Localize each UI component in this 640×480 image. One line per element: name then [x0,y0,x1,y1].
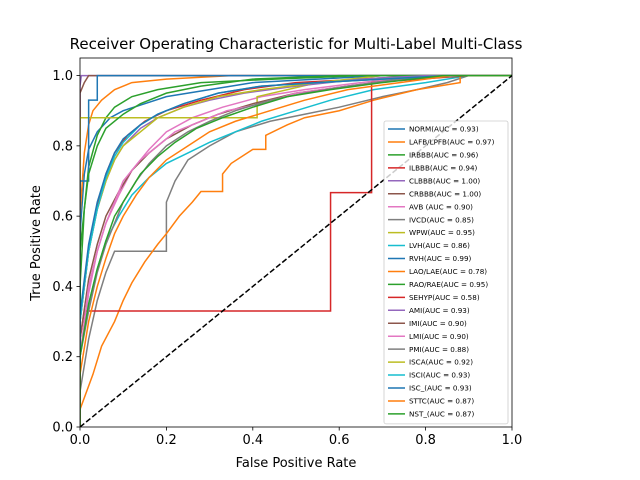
legend-entry-label: LMI(AUC = 0.90) [409,332,469,341]
roc-curve-23 [80,74,512,427]
legend-entry-label: IRBBB(AUC = 0.96) [409,151,479,160]
legend: NORM(AUC = 0.93) LAFB/LPFB(AUC = 0.97) IRB… [383,120,509,425]
x-tick-label: 0.0 [70,433,91,448]
legend-entry-label: ISCA(AUC = 0.92) [409,358,473,367]
roc-curve-13 [80,74,512,427]
y-tick-label: 0.8 [52,139,73,154]
legend-entry-label: LAFB/LPFB(AUC = 0.97) [409,138,495,147]
chart-title: Receiver Operating Characteristic for Mu… [70,35,523,53]
legend-entry-label: AMI(AUC = 0.93) [409,306,470,315]
x-tick-label: 0.4 [242,433,263,448]
chance-diagonal-line [80,74,512,427]
legend-entry-label: IVCD(AUC = 0.85) [409,215,474,224]
y-axis-label: True Positive Rate [29,185,44,302]
x-tick-label: 0.2 [156,433,177,448]
legend-entry-label: PMI(AUC = 0.88) [409,345,469,354]
legend-entry-label: CRBBB(AUC = 1.00) [409,189,481,198]
legend-entry-label: ILBBB(AUC = 0.94) [409,163,478,172]
legend-entry-label: CLBBB(AUC = 1.00) [409,176,480,185]
legend-entry-label: RVH(AUC = 0.99) [409,254,472,263]
legend-entry-label: LAO/LAE(AUC = 0.78) [409,267,487,276]
legend-entry-label: IMI(AUC = 0.90) [409,319,467,328]
y-tick-label: 0.6 [52,210,73,225]
x-axis-label: False Positive Rate [236,456,357,471]
x-tick-label: 0.8 [415,433,436,448]
roc-curve-11 [80,74,512,427]
plot-frame [79,57,513,428]
roc-curve-22 [80,74,512,427]
legend-entry-label: ISC_(AUC = 0.93) [409,384,472,393]
legend-entry-label: NST_(AUC = 0.87) [409,410,475,419]
plot-area [80,74,512,427]
x-tick-label: 1.0 [502,433,523,448]
roc-curve-21 [80,74,512,427]
legend-entry-label: ISCI(AUC = 0.93) [409,371,470,380]
legend-entry-label: STTC(AUC = 0.87) [409,397,474,406]
axes: 0.0 0.2 0.4 0.6 0.8 1.0 0.0 0.2 0.4 0.6 0.8 1.0 [52,57,523,448]
legend-entry-label: AVB (AUC = 0.90) [409,202,473,211]
y-tick-label: 1.0 [52,69,73,84]
legend-entry-label: WPW(AUC = 0.95) [409,228,475,237]
y-tick-label: 0.4 [52,280,73,295]
roc-curve-7 [80,74,512,427]
x-tick-label: 0.6 [329,433,350,448]
roc-curve-12 [80,74,512,427]
legend-entry-label: LVH(AUC = 0.86) [409,241,470,250]
y-tick-label: 0.0 [52,421,73,436]
legend-box [383,120,509,425]
legend-entry-label: SEHYP(AUC = 0.58) [409,293,480,302]
legend-entry-label: NORM(AUC = 0.93) [409,125,479,134]
y-tick-label: 0.2 [52,350,73,365]
legend-entry-label: RAO/RAE(AUC = 0.95) [409,280,488,289]
roc-curve-2 [80,74,512,427]
roc-curve-18 [80,74,512,427]
